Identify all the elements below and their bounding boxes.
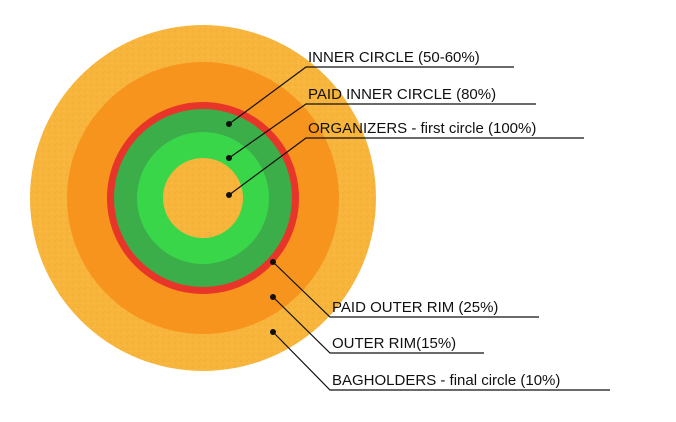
organizers-core xyxy=(163,158,243,238)
leader-paid-outer-rim xyxy=(270,259,539,318)
label-paid-inner-circle: PAID INNER CIRCLE (80%) xyxy=(308,86,496,103)
leader-paid-inner-circle xyxy=(226,103,536,161)
leader-outer-rim xyxy=(270,294,484,354)
label-outer-rim: OUTER RIM(15%) xyxy=(332,335,456,352)
label-organizers: ORGANIZERS - first circle (100%) xyxy=(308,120,536,137)
label-inner-circle: INNER CIRCLE (50-60%) xyxy=(308,49,480,66)
label-bagholders: BAGHOLDERS - final circle (10%) xyxy=(332,372,560,389)
leader-inner-circle xyxy=(226,66,514,127)
leader-bagholders xyxy=(270,329,610,391)
leader-organizers xyxy=(226,137,584,198)
label-paid-outer-rim: PAID OUTER RIM (25%) xyxy=(332,299,498,316)
